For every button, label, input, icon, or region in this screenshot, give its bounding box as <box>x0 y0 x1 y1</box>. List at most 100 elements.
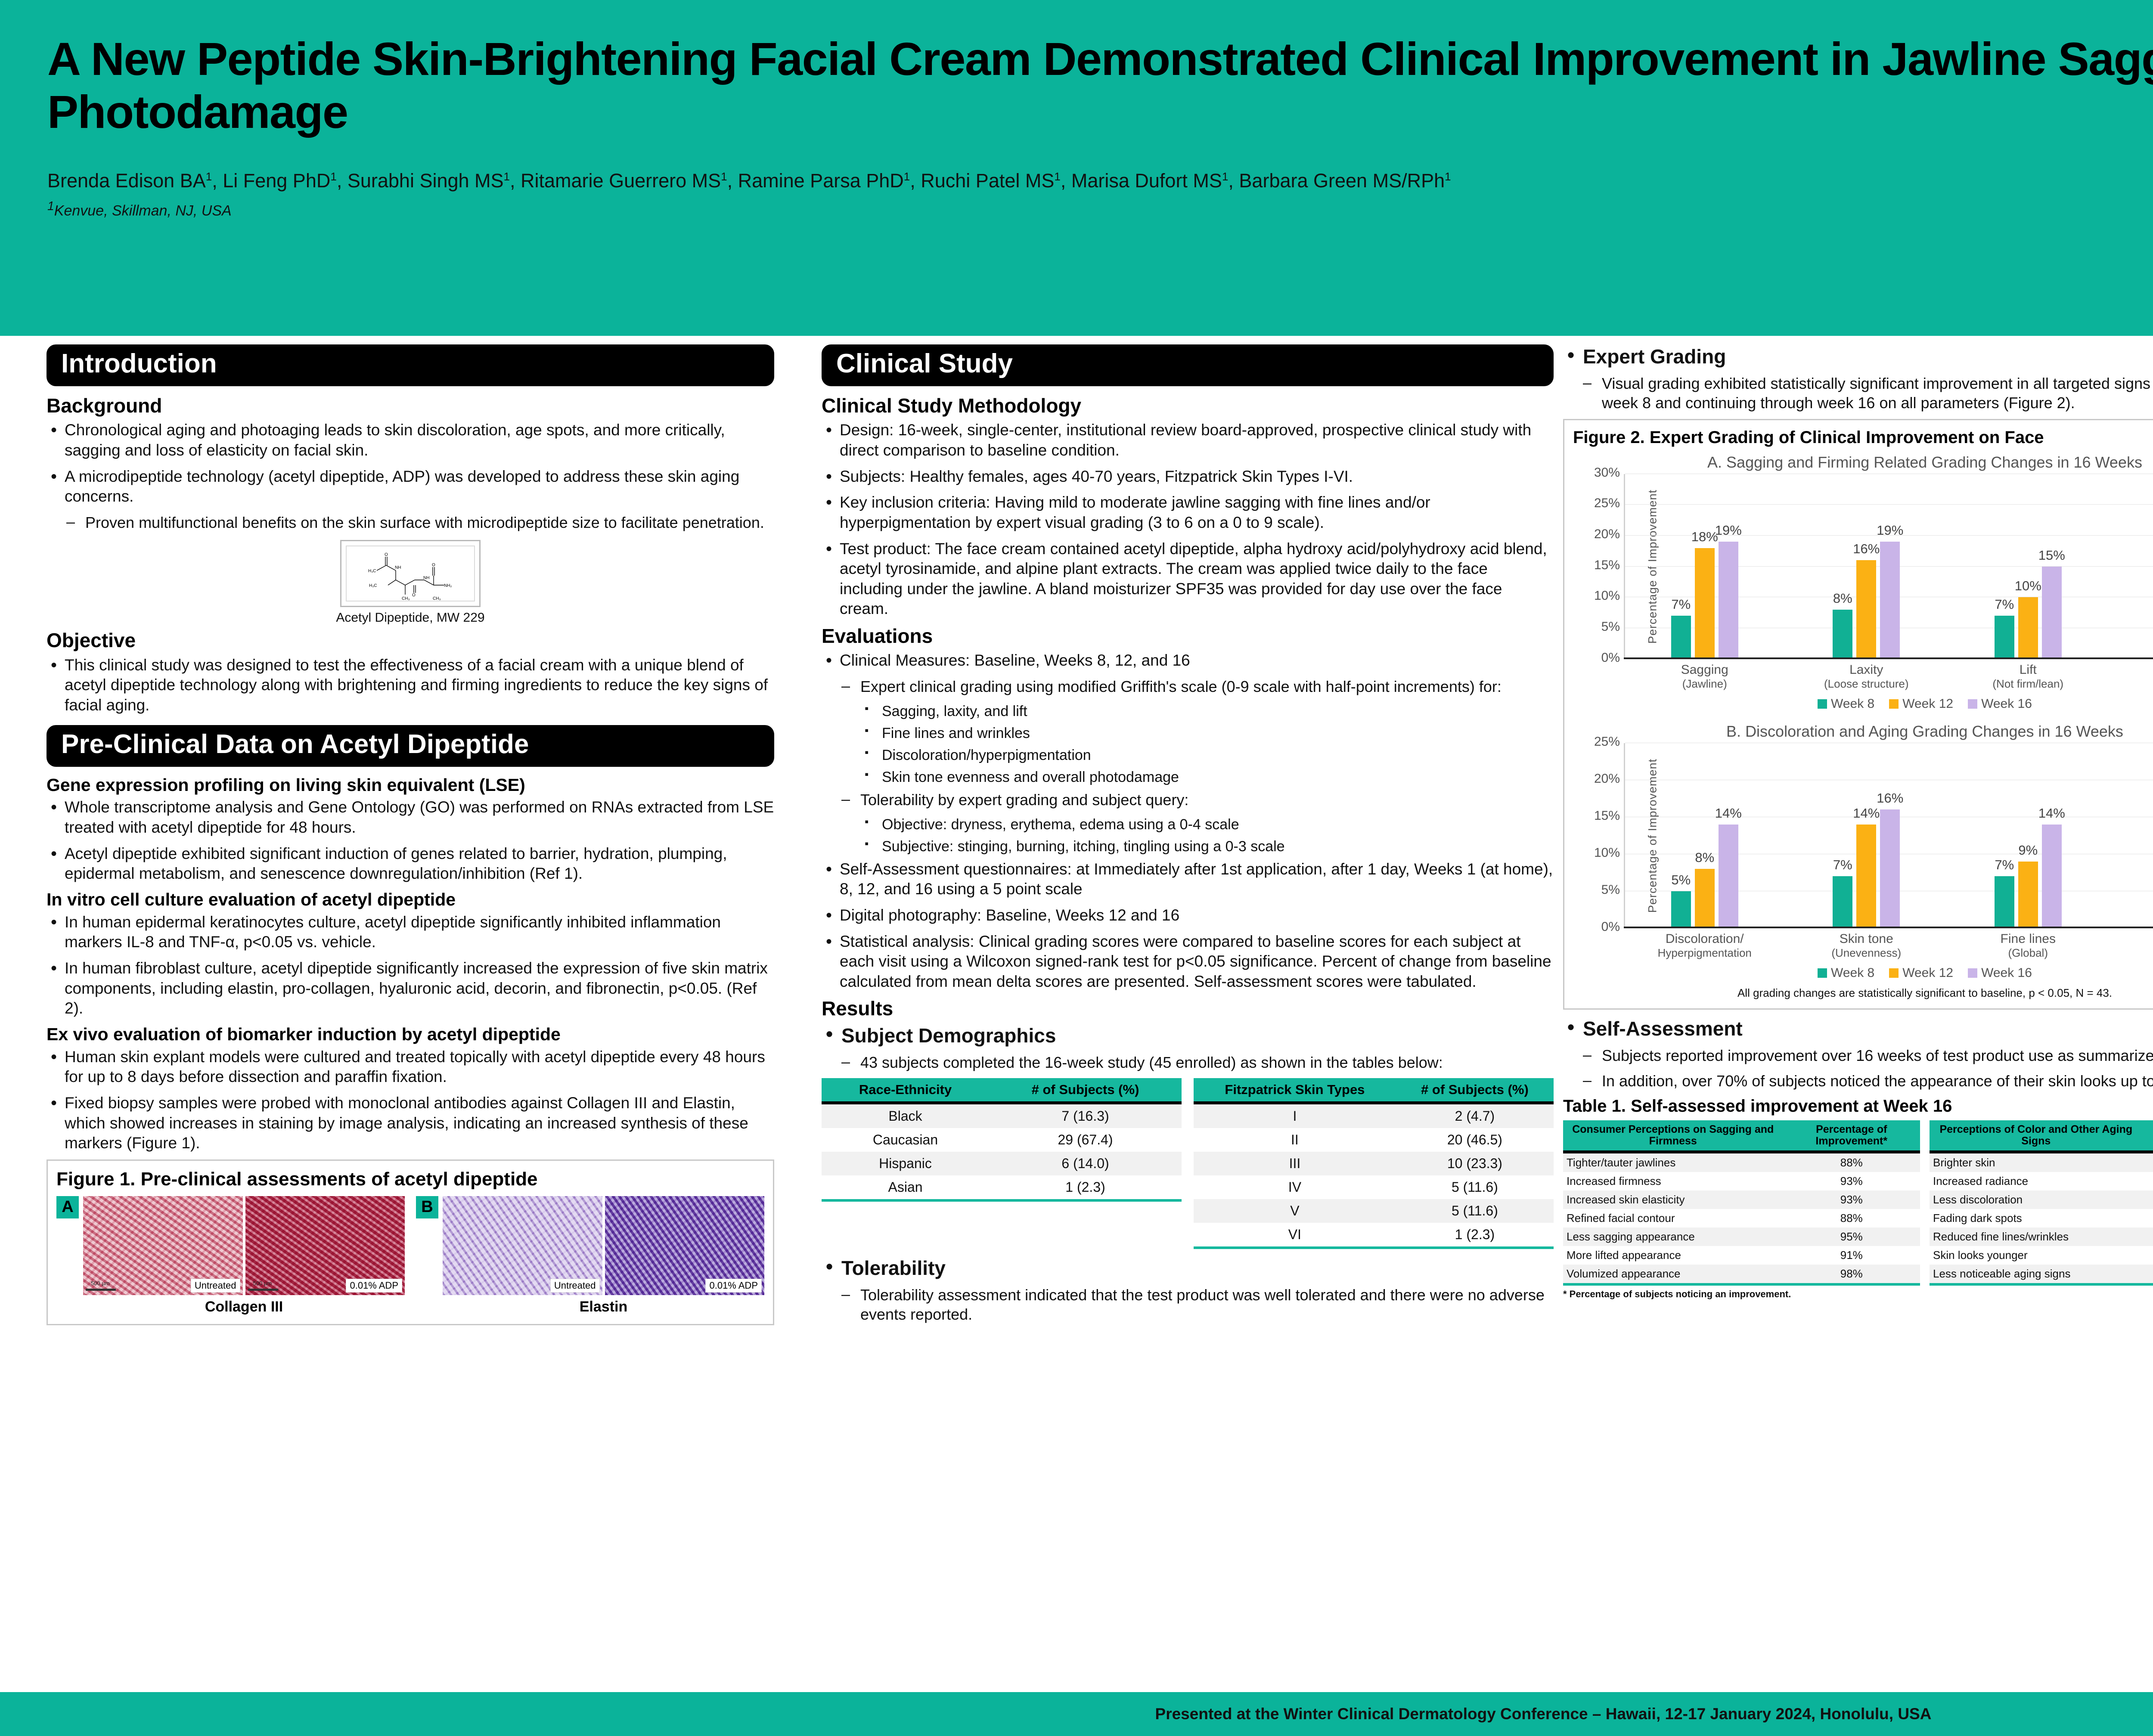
y-tick-label: 0% <box>1601 650 1620 665</box>
list-item: In human fibroblast culture, acetyl dipe… <box>47 958 774 1019</box>
list-item: Tolerability by expert grading and subje… <box>822 789 1554 809</box>
bar-week-12: 10% <box>2015 578 2041 659</box>
cell: Increased firmness <box>1567 1175 1661 1188</box>
background-list: Chronological aging and photoaging leads… <box>47 419 774 532</box>
x-tick-label: Overallphotodamage <box>2109 663 2153 691</box>
bar-value-label: 5% <box>1671 872 1691 887</box>
cell: 1 (2.3) <box>1396 1222 1554 1249</box>
figure-2-note: All grading changes are statistically si… <box>1737 986 2113 999</box>
table-row: II 20 (46.5) <box>1194 1128 1554 1152</box>
y-tick-label: 15% <box>1594 558 1620 572</box>
list-item: Subjects reported improvement over 16 we… <box>1563 1045 2153 1065</box>
footer-text: Presented at the Winter Clinical Dermato… <box>1155 1705 1932 1723</box>
micrograph-collagen-treated: 0.01% ADP <box>245 1196 405 1295</box>
list-item: 43 subjects completed the 16-week study … <box>822 1052 1554 1072</box>
cell: 20 (46.5) <box>1447 1132 1502 1147</box>
collagen-image-pair: Untreated 0.01% ADP <box>83 1196 405 1295</box>
svg-text:CH₃: CH₃ <box>402 596 410 601</box>
chart-a-bars: 7%18%19%8%16%19%7%10%15%11%18%23% <box>1624 474 2153 659</box>
list-item: Skin tone evenness and overall photodama… <box>822 767 1554 787</box>
fitzpatrick-table: Fitzpatrick Skin Types # of Subjects (%)… <box>1194 1078 1554 1249</box>
x-tick-label: Discoloration/Hyperpigmentation <box>1657 931 1752 960</box>
x-tick-label: Wrinkles(Global) <box>2109 932 2153 960</box>
bar-value-label: 14% <box>1715 805 1742 821</box>
svg-text:H₃C: H₃C <box>368 569 376 574</box>
objective-title: Objective <box>47 629 136 652</box>
gene-expression-title: Gene expression profiling on living skin… <box>47 775 525 795</box>
demographics-title: Subject Demographics <box>822 1022 1554 1048</box>
acetyl-dipeptide-structure-icon: H₃C NH O H₃C O NH O NH₂ CH₃ CH₃ <box>368 552 452 601</box>
scale-bar-icon <box>248 1280 278 1291</box>
micrograph-elastin-untreated: Untreated <box>443 1196 602 1295</box>
image-tag: 0.01% ADP <box>346 1278 402 1293</box>
cell: Caucasian <box>872 1132 938 1147</box>
poster-header: A New Peptide Skin-Brightening Facial Cr… <box>0 0 2153 336</box>
bar-week-8: 7% <box>1994 597 2014 659</box>
cell: Hispanic <box>879 1155 932 1171</box>
self-assessment-title: Self-Assessment <box>1563 1015 2153 1042</box>
section-header-introduction: Introduction <box>47 344 774 386</box>
bar-value-label: 14% <box>2038 805 2065 821</box>
cell: Less noticeable aging signs <box>1930 1265 2143 1286</box>
bar-value-label: 15% <box>2038 547 2065 563</box>
cell: Asian <box>822 1175 990 1202</box>
evaluations-title: Evaluations <box>822 624 933 647</box>
background-title: Background <box>47 394 162 417</box>
table-row: Refined facial contour 88% <box>1563 1209 1920 1228</box>
y-tick-label: 25% <box>1594 734 1620 749</box>
y-tick-label: 5% <box>1601 882 1620 897</box>
list-item: Objective: dryness, erythema, edema usin… <box>822 815 1554 834</box>
figure-1-box: Figure 1. Pre-clinical assessments of ac… <box>47 1159 774 1325</box>
svg-text:CH₃: CH₃ <box>433 596 441 601</box>
list-item: Fixed biopsy samples were probed with mo… <box>47 1092 774 1153</box>
self-assessment-table-left: Consumer Perceptions on Sagging and Firm… <box>1563 1120 1920 1286</box>
cell: 10 (23.3) <box>1447 1155 1502 1171</box>
bar-value-label: 7% <box>1671 597 1691 612</box>
table-1-title: Table 1. Self-assessed improvement at We… <box>1563 1097 1952 1116</box>
image-tag: 0.01% ADP <box>705 1278 762 1293</box>
list-item: Design: 16-week, single-center, institut… <box>822 419 1554 460</box>
cell: 93% <box>2143 1228 2153 1246</box>
list-item: Key inclusion criteria: Having mild to m… <box>822 492 1554 533</box>
legend-item: Week 12 <box>1889 697 1953 711</box>
bar-week-8: 7% <box>1994 857 2014 928</box>
table-row: Caucasian 29 (67.4) <box>822 1128 1182 1152</box>
column-header: Percentage of Improvement* <box>1783 1120 1920 1154</box>
bar-value-label: 9% <box>2018 842 2038 858</box>
molecule-caption: Acetyl Dipeptide, MW 229 <box>336 611 485 625</box>
legend-label: Week 12 <box>1902 696 1954 711</box>
chart-b-xticks: Discoloration/Hyperpigmentation Skin tone… <box>1624 932 2153 960</box>
legend-swatch <box>1889 699 1899 709</box>
column-header: # of Subjects (%) <box>1396 1078 1554 1104</box>
section-header-clinical-study: Clinical Study <box>822 344 1554 386</box>
cell: Fading dark spots <box>1933 1212 2022 1225</box>
molecule-structure-icon: H₃C NH O H₃C O NH O NH₂ CH₃ CH₃ <box>346 546 475 602</box>
table-1-footnote: * Percentage of subjects noticing an imp… <box>1563 1289 1791 1300</box>
legend-item: Week 16 <box>1968 966 2032 980</box>
figure-1-panel-b: B Untreated 0.01% ADP Elastin <box>416 1196 764 1315</box>
bar-value-label: 7% <box>1995 857 2014 873</box>
list-item: Statistical analysis: Clinical grading s… <box>822 931 1554 992</box>
table-row: Less noticeable aging signs95% <box>1930 1265 2153 1286</box>
cell: Volumized appearance <box>1563 1265 1783 1286</box>
legend-item: Week 8 <box>1818 966 1874 980</box>
self-assessment-table-right: Perceptions of Color and Other Aging Sig… <box>1930 1120 2153 1286</box>
cell: 5 (11.6) <box>1451 1203 1498 1218</box>
figure-2-title: Figure 2. Expert Grading of Clinical Imp… <box>1573 428 2044 447</box>
list-item: In human epidermal keratinocytes culture… <box>47 911 774 952</box>
table-row: VI 1 (2.3) <box>1194 1222 1554 1249</box>
table-row: V 5 (11.6) <box>1194 1199 1554 1223</box>
cell: 95% <box>2142 1265 2153 1286</box>
figure-1-panels: A Untreated 0.01% ADP Col <box>56 1196 764 1315</box>
column-left: Introduction Background Chronological ag… <box>47 344 774 1325</box>
cell: I <box>1293 1108 1297 1124</box>
x-tick-label: Sagging (Jawline) <box>1681 662 1728 691</box>
bar-week-12: 8% <box>1694 850 1715 928</box>
list-item: Human skin explant models were cultured … <box>47 1046 774 1087</box>
image-tag: Untreated <box>190 1278 240 1293</box>
column-header: Race-Ethnicity <box>822 1078 990 1104</box>
legend-label: Week 8 <box>1831 965 1875 980</box>
chart-a-plot: Percentage of Improvement 0% 5% 10% 15% 20% 2… <box>1594 465 2153 665</box>
bar-group: 7% 14% 16% <box>1786 743 1948 928</box>
expert-grading-block: Expert Grading Visual grading exhibited … <box>1563 343 2153 413</box>
